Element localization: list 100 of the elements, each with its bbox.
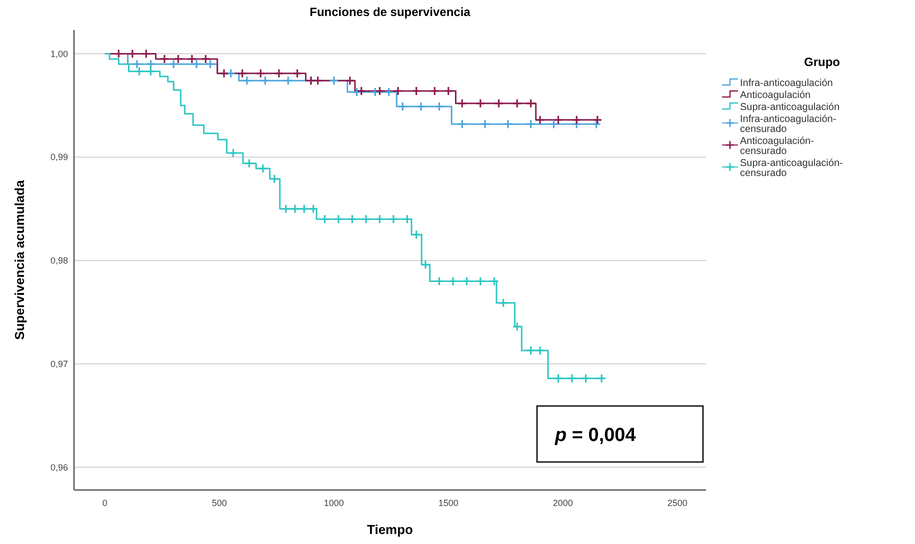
point (226, 68, 236, 78)
y-axis-title: Supervivencia acumulada (12, 179, 27, 340)
point (489, 276, 499, 286)
point (434, 102, 444, 112)
point (420, 260, 430, 270)
y-tick-label: 0,99 (50, 152, 68, 162)
point (548, 119, 559, 129)
point (347, 214, 358, 224)
point (430, 86, 440, 96)
y-tick-label: 0,98 (50, 256, 68, 266)
point (258, 164, 268, 174)
point (173, 54, 183, 64)
legend-label: Infra-anticoagulación-censurado (740, 114, 836, 135)
point (412, 86, 422, 96)
point (572, 115, 582, 125)
point (270, 174, 280, 184)
point (393, 86, 403, 96)
point (476, 276, 486, 286)
point (384, 87, 394, 97)
point (412, 230, 422, 240)
point (448, 276, 458, 286)
point (260, 76, 270, 86)
point (503, 119, 513, 129)
y-tick-label: 0,96 (50, 462, 68, 472)
x-tick-label: 1500 (438, 498, 458, 508)
point (374, 86, 384, 96)
point (526, 346, 536, 356)
x-tick-label: 0 (102, 498, 108, 508)
point (476, 98, 486, 108)
legend-title: Grupo (804, 55, 840, 69)
point (256, 68, 266, 78)
point (329, 76, 339, 86)
point (402, 214, 412, 224)
point (134, 66, 144, 76)
point (205, 59, 216, 69)
legend-label: Anticoagulación-censurado (740, 136, 814, 157)
y-tick-label: 0,97 (50, 358, 68, 369)
point (526, 98, 536, 108)
point (146, 59, 156, 69)
legend-label: Supra-anticoagulación (740, 102, 840, 113)
point (361, 214, 371, 224)
point (512, 98, 522, 108)
point (299, 204, 309, 214)
point (168, 59, 178, 69)
x-tick-label: 2500 (667, 498, 688, 508)
point (345, 76, 355, 86)
point (388, 214, 398, 224)
point (274, 68, 284, 78)
point (580, 374, 591, 384)
point (228, 148, 238, 158)
point (114, 48, 124, 59)
point (457, 98, 467, 108)
point (374, 214, 384, 224)
point (434, 276, 444, 286)
point (334, 214, 344, 224)
point (187, 54, 197, 64)
point (244, 158, 254, 168)
point (290, 204, 300, 214)
point (141, 48, 151, 59)
point (457, 119, 467, 129)
point (526, 119, 536, 129)
point (192, 59, 202, 69)
point (281, 204, 291, 214)
point (535, 115, 545, 125)
point (592, 115, 602, 125)
x-tick-label: 500 (212, 498, 227, 508)
point (462, 276, 472, 286)
point (219, 68, 229, 78)
point (352, 87, 362, 97)
point (356, 86, 366, 96)
point (238, 68, 248, 78)
legend-label: Infra-anticoagulación (740, 78, 833, 89)
annotation: p = 0,004 (554, 425, 636, 446)
x-tick-label: 1000 (324, 498, 344, 508)
point (370, 87, 380, 97)
point (512, 322, 522, 332)
point (494, 98, 504, 108)
point (444, 86, 454, 96)
legend-label: Supra-anticoagulación-censurado (740, 158, 843, 179)
point (320, 214, 330, 224)
point (398, 102, 408, 112)
x-axis-title: Tiempo (367, 522, 414, 537)
point (283, 76, 293, 86)
y-tick-label: 1,00 (50, 48, 68, 59)
point (498, 298, 508, 308)
chart-title: Funciones de supervivencia (310, 5, 471, 19)
point (535, 346, 545, 356)
point (160, 54, 170, 64)
point (592, 119, 602, 129)
point (313, 76, 323, 86)
point (554, 115, 564, 125)
point (416, 102, 426, 112)
point (554, 374, 564, 384)
point (567, 374, 577, 384)
x-tick-label: 2000 (552, 498, 573, 508)
point (292, 68, 302, 78)
point (132, 59, 142, 69)
point (596, 374, 606, 384)
legend-label: Anticoagulación (740, 90, 811, 101)
point (128, 48, 138, 59)
